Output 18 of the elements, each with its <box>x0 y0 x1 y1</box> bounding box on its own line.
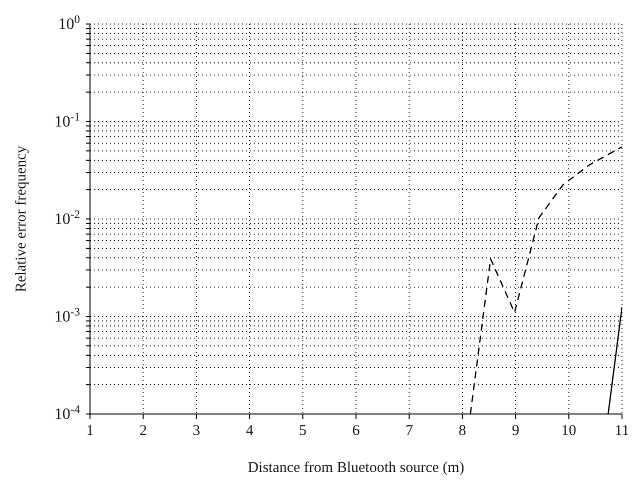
y-tick-label: 10$^{-3}$ <box>54 306 80 326</box>
x-tick-label: 10 <box>561 423 576 439</box>
y-axis-title: Relative error frequency <box>13 145 30 292</box>
x-tick-label: 5 <box>299 423 307 439</box>
x-tick-label: 8 <box>458 423 466 439</box>
x-tick-label: 4 <box>246 423 254 439</box>
x-tick-label: 1 <box>86 423 94 439</box>
x-tick-label: 3 <box>192 423 200 439</box>
x-tick-label: 9 <box>512 423 520 439</box>
y-tick-label: 10$^{0}$ <box>58 14 80 33</box>
y-tick-label: 10$^{-1}$ <box>54 112 80 130</box>
y-tick-label: 10$^{-2}$ <box>54 209 80 228</box>
x-tick-label: 2 <box>139 423 147 439</box>
x-tick-label: 11 <box>614 423 630 439</box>
x-tick-label: 6 <box>352 423 360 439</box>
x-axis-title: Distance from Bluetooth source (m) <box>248 460 464 476</box>
y-tick-label: 10$^{-4}$ <box>54 404 80 423</box>
x-tick-label: 7 <box>405 423 414 439</box>
